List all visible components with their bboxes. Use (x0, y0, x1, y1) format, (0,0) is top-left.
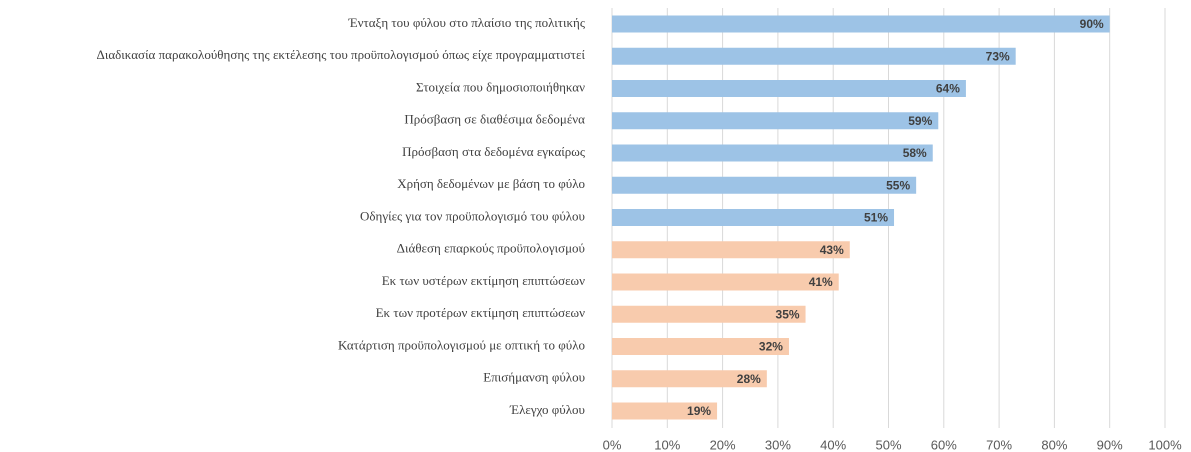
value-label: 64% (936, 82, 960, 96)
value-label: 51% (864, 211, 888, 225)
bar (612, 209, 895, 226)
category-label: Διάθεση επαρκούς προϋπολογισμού (397, 241, 585, 256)
value-label: 55% (886, 178, 910, 192)
value-label: 90% (1080, 17, 1104, 31)
x-tick-label: 0% (603, 437, 622, 452)
bar (612, 176, 917, 194)
x-tick-label: 60% (931, 437, 957, 452)
category-label: Επισήμανση φύλου (483, 370, 585, 385)
value-label: 41% (809, 275, 833, 289)
bar (612, 47, 1016, 65)
value-label: 59% (908, 114, 932, 128)
category-label: Ένταξη του φύλου στο πλαίσιο της πολιτικ… (348, 15, 586, 30)
bar (612, 15, 1110, 33)
x-tick-label: 40% (820, 437, 846, 452)
x-tick-label: 30% (765, 437, 791, 452)
bar (612, 370, 767, 388)
x-tick-label: 80% (1041, 437, 1067, 452)
category-label: Πρόσβαση στα δεδομένα εγκαίρως (402, 144, 586, 159)
bar (612, 305, 806, 323)
bar (612, 402, 718, 420)
x-tick-label: 70% (986, 437, 1012, 452)
value-label: 58% (903, 146, 927, 160)
bar (612, 273, 839, 291)
x-tick-label: 90% (1097, 437, 1123, 452)
value-label: 28% (737, 372, 761, 386)
value-label: 19% (687, 404, 711, 418)
bar (612, 144, 933, 162)
category-label: Έλεγχο φύλου (509, 402, 585, 417)
value-label: 73% (986, 49, 1010, 63)
category-label: Χρήση δεδομένων με βάση το φύλο (397, 176, 585, 191)
category-label: Πρόσβαση σε διαθέσιμα δεδομένα (404, 112, 585, 127)
x-tick-label: 20% (710, 437, 736, 452)
bar (612, 112, 939, 130)
x-tick-label: 50% (875, 437, 901, 452)
x-tick-label: 10% (654, 437, 680, 452)
value-label: 32% (759, 340, 783, 354)
category-label: Εκ των υστέρων εκτίμηση επιπτώσεων (382, 273, 585, 288)
value-label: 43% (820, 243, 844, 257)
bar (612, 241, 850, 259)
value-label: 35% (776, 307, 800, 321)
x-tick-label: 100% (1148, 437, 1182, 452)
category-label: Διαδικασία παρακολούθησης της εκτέλεσης … (97, 47, 586, 62)
bar (612, 80, 966, 97)
category-label: Οδηγίες για τον προϋπολογισμό του φύλου (360, 208, 585, 223)
category-label: Στοιχεία που δημοσιοποιήθηκαν (416, 79, 585, 94)
bar (612, 338, 789, 355)
category-label: Εκ των προτέρων εκτίμηση επιπτώσεων (376, 305, 585, 320)
category-label: Κατάρτιση προϋπολογισμού με οπτική το φύ… (338, 337, 585, 352)
